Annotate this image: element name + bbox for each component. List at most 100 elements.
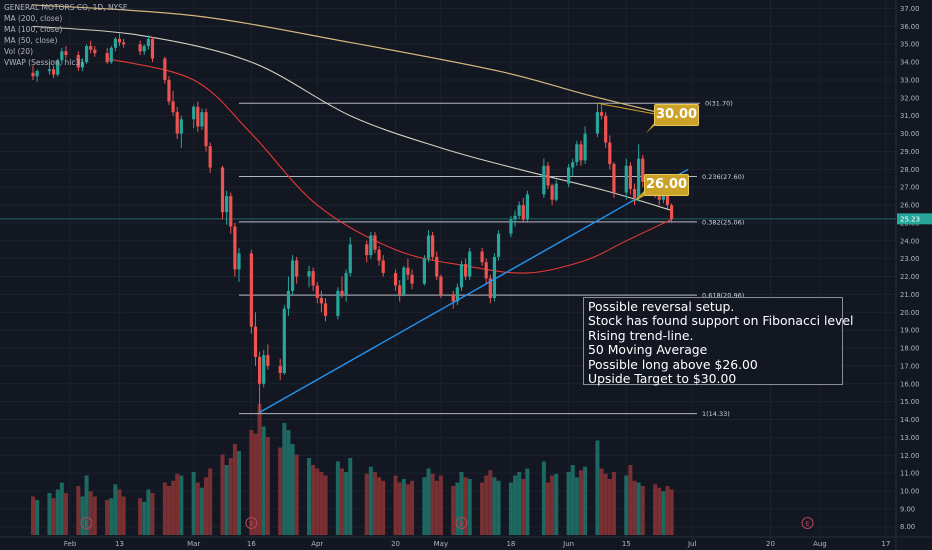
volume-bar <box>278 447 283 535</box>
indicator-ma100[interactable]: MA (100, close) <box>4 25 63 34</box>
volume-bar <box>434 480 439 535</box>
time-axis-label: Apr <box>311 540 323 548</box>
candle-body <box>546 165 550 186</box>
price-axis-label: 23.00 <box>900 255 919 263</box>
fib-level-label: 0.618(20.96) <box>702 292 744 300</box>
volume-bar <box>603 473 608 535</box>
candle-body <box>422 258 426 284</box>
volume-bar <box>521 479 526 535</box>
candle-body <box>56 60 60 75</box>
time-axis-label: Aug <box>813 540 827 548</box>
candle-body <box>233 226 237 270</box>
candle-body <box>542 165 546 195</box>
volume-bar <box>35 500 40 535</box>
candle-body <box>220 167 225 213</box>
price-axis-label: 17.00 <box>900 362 919 370</box>
volume-bar <box>265 437 270 535</box>
price-axis-label: 15.00 <box>900 398 919 406</box>
earnings-marker-icon <box>245 517 258 529</box>
note-line: 50 Moving Average <box>588 342 708 358</box>
volume-bar <box>632 480 637 535</box>
analysis-note: Possible reversal setup. Stock has found… <box>583 297 853 387</box>
indicator-ma50[interactable]: MA (50, close) <box>4 36 58 45</box>
candle-body <box>319 297 323 304</box>
candle-body <box>484 262 488 279</box>
candle-body <box>117 38 122 43</box>
ma100-line <box>32 25 672 211</box>
volume-bar <box>55 489 60 535</box>
time-axis-label: Jun <box>562 540 574 548</box>
candle-body <box>480 251 484 263</box>
candle-body <box>513 215 517 220</box>
candle-body <box>393 272 398 286</box>
volume-bar <box>653 484 658 535</box>
candle-body <box>571 162 575 168</box>
candle-body <box>295 260 299 277</box>
time-axis-label: 16 <box>247 540 256 548</box>
candle-body <box>550 185 554 200</box>
volume-bar <box>636 482 641 535</box>
price-axis-label: 28.00 <box>900 166 919 174</box>
volume-bar <box>162 482 167 535</box>
volume-bar <box>546 482 550 535</box>
candle-body <box>554 183 558 200</box>
time-axis-label: 13 <box>115 540 124 548</box>
price-axis-label: 36.00 <box>900 23 919 31</box>
volume-bar <box>195 482 200 535</box>
candle-body <box>468 251 472 277</box>
volume-bar <box>344 472 349 535</box>
volume-bar <box>665 486 670 535</box>
volume-bar <box>484 475 489 535</box>
volume-bar <box>253 433 258 535</box>
volume-bar <box>261 426 266 535</box>
candle-body <box>464 264 468 277</box>
volume-bar <box>496 480 501 535</box>
volume-bar <box>368 466 373 535</box>
candle-body <box>237 253 241 270</box>
candle-body <box>509 219 513 234</box>
indicator-ma200[interactable]: MA (200, close) <box>4 14 63 23</box>
indicator-vwap[interactable]: VWAP (Session, hlc3) <box>4 58 84 67</box>
volume-bar <box>191 472 196 535</box>
candle-body <box>52 69 56 75</box>
candle-body <box>286 290 291 309</box>
fib-level-label: 0(31.70) <box>705 100 733 108</box>
candle-body <box>84 46 89 63</box>
symbol-title[interactable]: GENERAL MOTORS CO, 1D, NYSE <box>4 3 128 12</box>
candle-body <box>670 205 674 219</box>
volume-bar <box>570 465 575 535</box>
candle-body <box>31 72 35 77</box>
candle-body <box>282 308 286 374</box>
volume-bar <box>224 465 229 535</box>
candle-body <box>179 119 183 134</box>
candle-body <box>47 69 52 72</box>
candle-body <box>517 205 521 216</box>
candle-body <box>365 244 369 256</box>
volume-bar <box>199 487 204 535</box>
price-axis-label: 35.00 <box>900 41 919 49</box>
candle-body <box>348 244 352 273</box>
candle-body <box>665 190 670 206</box>
candle-body <box>163 58 167 80</box>
candle-body <box>196 106 200 127</box>
volume-bar <box>105 500 110 535</box>
candle-body <box>435 256 439 277</box>
candle-body <box>208 146 212 168</box>
price-axis-label: 34.00 <box>900 59 919 67</box>
candle-body <box>579 144 583 161</box>
candle-body <box>373 235 377 250</box>
candle-body <box>525 194 529 220</box>
volume-bar <box>142 501 147 535</box>
note-line: Upside Target to $30.00 <box>588 371 737 387</box>
volume-bar <box>550 475 555 535</box>
candle-body <box>113 38 117 48</box>
price-axis-label: 16.00 <box>900 380 919 388</box>
candle-body <box>369 235 373 256</box>
volume-bar <box>63 493 68 535</box>
ma200-line <box>32 4 672 117</box>
candle-body <box>426 235 431 259</box>
time-axis-label: 18 <box>506 540 515 548</box>
indicator-volume[interactable]: Vol (20) <box>4 47 34 56</box>
volume-bar <box>574 477 579 535</box>
